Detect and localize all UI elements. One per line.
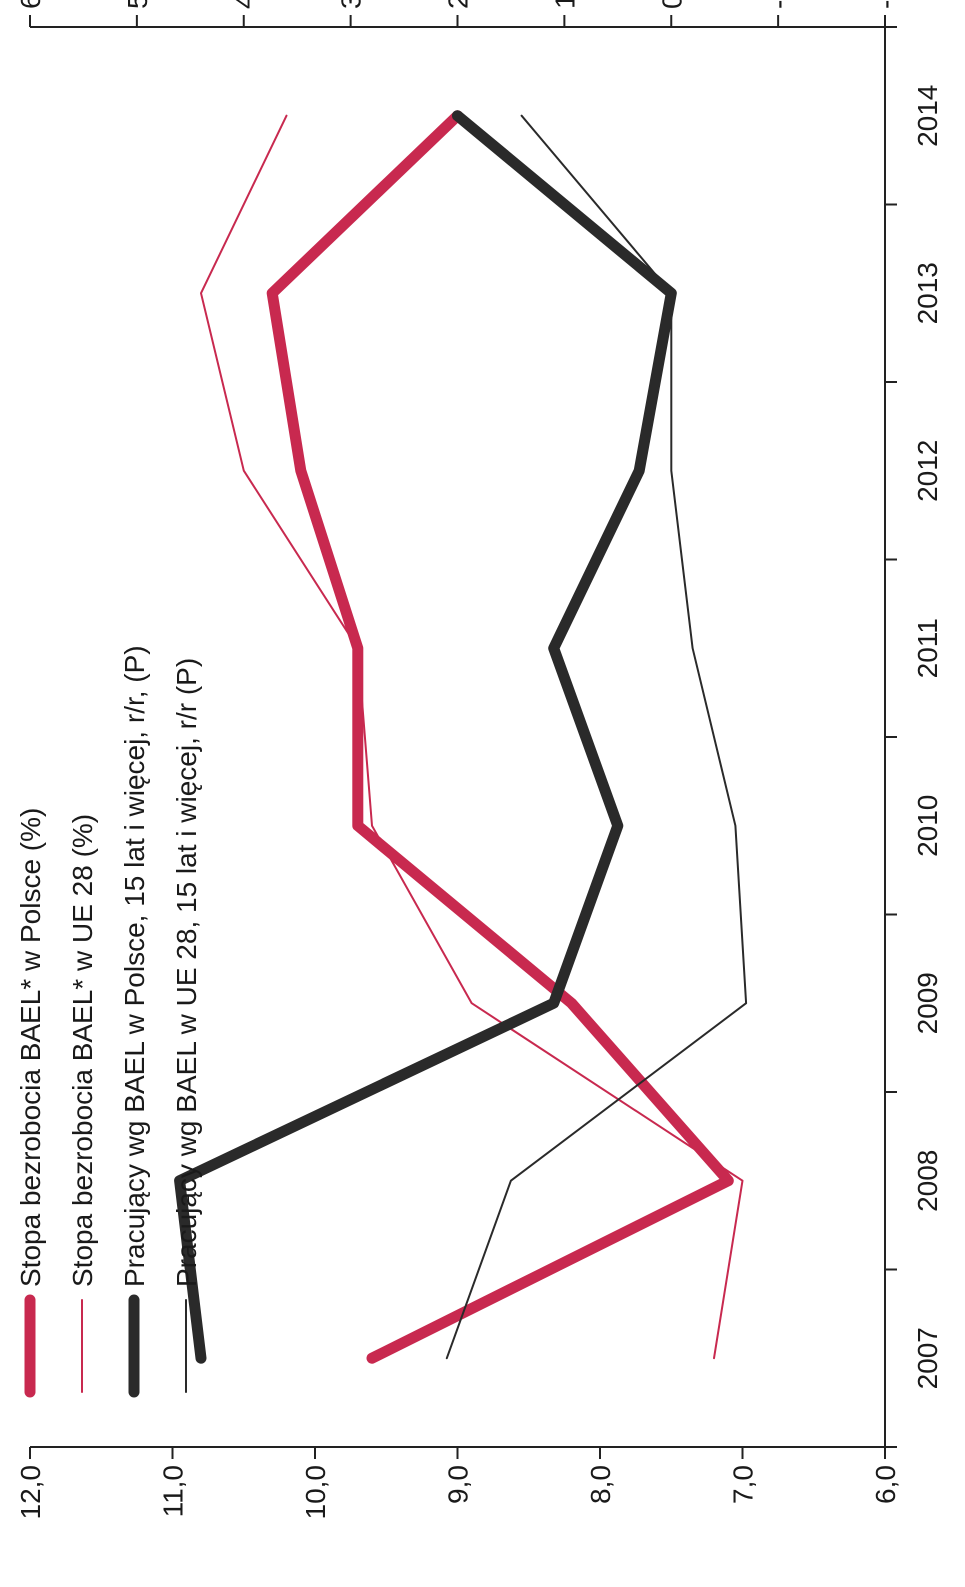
legend-label-2: Stopa bezrobocia BAEL* w UE 28 (%) bbox=[67, 814, 98, 1287]
x-tick-label: 2013 bbox=[912, 262, 943, 324]
right-tick-label: -2,0 bbox=[870, 0, 901, 9]
legend: Stopa bezrobocia BAEL* w Polsce (%) Stopa… bbox=[15, 645, 202, 1398]
right-tick-label: -1,0 bbox=[763, 0, 794, 9]
x-tick-label: 2012 bbox=[912, 440, 943, 502]
x-tick-label: 2007 bbox=[912, 1327, 943, 1389]
left-tick-label: 11,0 bbox=[158, 1465, 189, 1517]
left-tick-label: 10,0 bbox=[300, 1465, 331, 1520]
right-tick-label: 0,0 bbox=[656, 0, 687, 9]
left-tick-label: 6,0 bbox=[870, 1465, 901, 1504]
left-tick-label: 9,0 bbox=[443, 1465, 474, 1504]
series-line-1 bbox=[266, 110, 734, 1364]
x-tick-label: 2009 bbox=[912, 972, 943, 1034]
right-tick-label: 6,0 bbox=[15, 0, 46, 9]
legend-label-1: Stopa bezrobocia BAEL* w Polsce (%) bbox=[15, 808, 46, 1287]
left-tick-label: 7,0 bbox=[728, 1465, 759, 1504]
right-tick-label: 2,0 bbox=[443, 0, 474, 9]
axes: 6,0 7,0 8,0 9,0 10,0 11,0 12,0 -2,0 -1,0 0,0 1,0 2,… bbox=[15, 0, 943, 1520]
x-tick-label: 2010 bbox=[912, 795, 943, 857]
right-tick-label: 4,0 bbox=[229, 0, 260, 9]
left-tick-label: 8,0 bbox=[585, 1465, 616, 1504]
right-tick-label: 5,0 bbox=[122, 0, 153, 9]
series-line-3 bbox=[174, 110, 677, 1364]
legend-label-3: Pracujący wg BAEL w Polsce, 15 lat i wię… bbox=[119, 645, 150, 1287]
right-tick-label: 1,0 bbox=[549, 0, 580, 9]
left-tick-label: 12,0 bbox=[15, 1465, 46, 1520]
x-tick-label: 2014 bbox=[912, 85, 943, 147]
series-line-4 bbox=[445, 114, 748, 1360]
series-line-2 bbox=[200, 114, 744, 1360]
x-tick-label: 2011 bbox=[912, 618, 943, 678]
right-tick-label: 3,0 bbox=[336, 0, 367, 9]
legend-label-4: Pracujący wg BAEL w UE 28, 15 lat i więc… bbox=[171, 658, 202, 1287]
x-tick-label: 2008 bbox=[912, 1150, 943, 1212]
series-group bbox=[174, 110, 748, 1364]
